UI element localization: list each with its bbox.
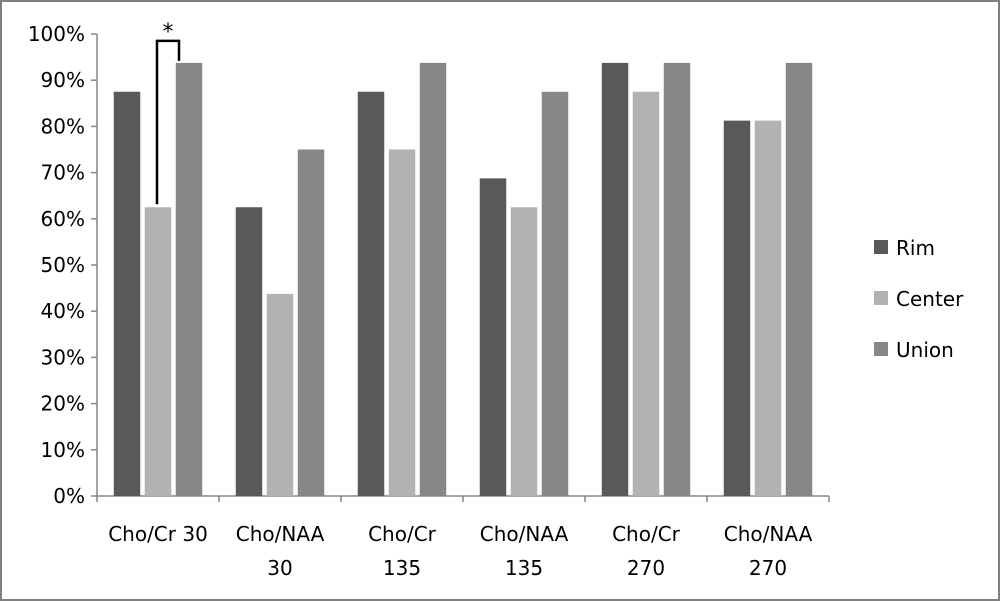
x-tick-label: Cho/Cr 270 bbox=[612, 522, 681, 580]
bar-rim-2 bbox=[357, 91, 385, 496]
x-tick-label: Cho/NAA 30 bbox=[236, 522, 325, 580]
legend-label-union: Union bbox=[896, 338, 954, 362]
bar-rim-5 bbox=[723, 120, 751, 496]
y-tick-label: 20% bbox=[41, 392, 85, 416]
bar-rim-3 bbox=[479, 178, 507, 496]
y-tick-label: 10% bbox=[41, 438, 85, 462]
y-tick-label: 70% bbox=[41, 161, 85, 185]
x-tick-label: Cho/Cr 30 bbox=[108, 522, 208, 546]
x-axis: Cho/Cr 30 Cho/NAA 30 Cho/Cr 135 Cho/NAA 135 Cho… bbox=[96, 495, 830, 580]
y-tick-label: 50% bbox=[41, 253, 85, 277]
legend-swatch-rim bbox=[874, 240, 888, 254]
legend: Rim Center Union bbox=[874, 236, 964, 362]
bar-union-0 bbox=[175, 62, 203, 496]
bar-center-1 bbox=[266, 293, 294, 496]
y-tick-label: 30% bbox=[41, 345, 85, 369]
y-tick-label: 60% bbox=[41, 207, 85, 231]
x-tick-label: Cho/NAA 135 bbox=[480, 522, 569, 580]
x-tick-label: Cho/NAA 270 bbox=[724, 522, 813, 580]
legend-swatch-union bbox=[874, 342, 888, 356]
bar-center-3 bbox=[510, 207, 538, 496]
legend-swatch-center bbox=[874, 291, 888, 305]
bar-union-1 bbox=[297, 149, 325, 496]
legend-label-center: Center bbox=[896, 287, 964, 311]
bar-union-2 bbox=[419, 62, 447, 496]
bar-union-4 bbox=[663, 62, 691, 496]
bar-center-4 bbox=[632, 91, 660, 496]
y-tick-label: 90% bbox=[41, 68, 85, 92]
bar-union-5 bbox=[785, 62, 813, 496]
y-tick-label: 100% bbox=[28, 22, 85, 46]
bar-center-0 bbox=[144, 207, 172, 496]
bars bbox=[113, 62, 813, 496]
y-tick-label: 0% bbox=[53, 484, 85, 508]
bar-rim-4 bbox=[601, 62, 629, 496]
y-tick-label: 80% bbox=[41, 114, 85, 138]
significance-bracket bbox=[155, 39, 181, 205]
bar-rim-1 bbox=[235, 207, 263, 496]
bar-rim-0 bbox=[113, 91, 141, 496]
y-tick-label: 40% bbox=[41, 299, 85, 323]
legend-label-rim: Rim bbox=[896, 236, 935, 260]
bar-union-3 bbox=[541, 91, 569, 496]
bar-center-2 bbox=[388, 149, 416, 496]
x-tick-label: Cho/Cr 135 bbox=[368, 522, 437, 580]
significance-label: * bbox=[163, 20, 174, 45]
bar-center-5 bbox=[754, 120, 782, 496]
annotations: * bbox=[155, 20, 181, 205]
y-axis: 0% 10% 20% 30% 40% 50% 60% 70% 80% 90% 100% bbox=[28, 22, 98, 508]
